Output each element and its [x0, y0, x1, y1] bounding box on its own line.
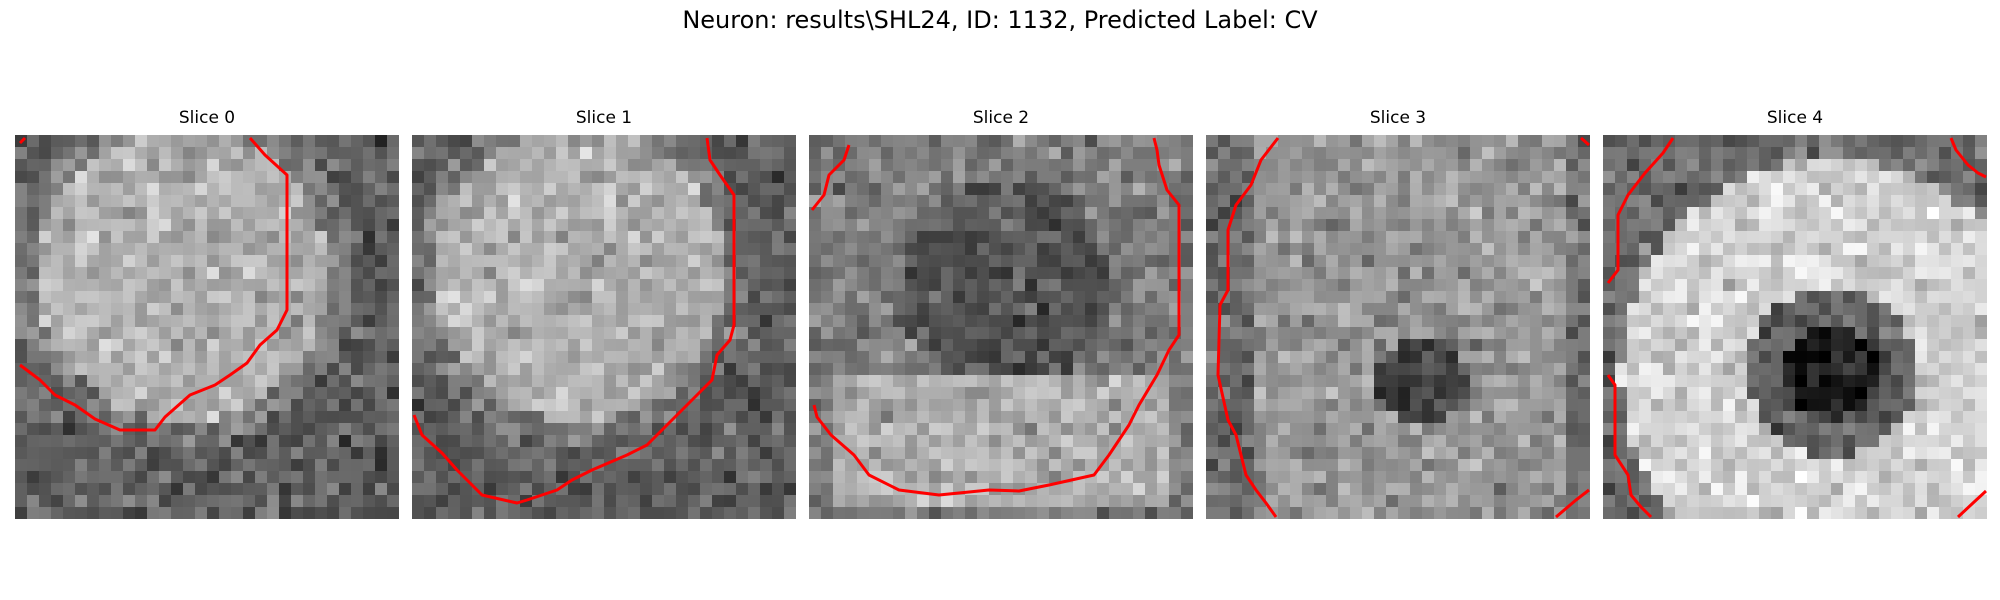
contour-line	[1580, 136, 1590, 147]
slice-title: Slice 4	[1766, 108, 1824, 128]
contour-line	[18, 136, 27, 145]
slice-image	[1206, 135, 1590, 519]
slice-image	[1603, 135, 1987, 519]
pixel-grid	[412, 135, 796, 519]
pixel-grid	[1603, 135, 1987, 519]
figure-title: Neuron: results\SHL24, ID: 1132, Predict…	[682, 6, 1318, 34]
pixel-grid	[1206, 135, 1590, 519]
slice-title: Slice 3	[1369, 108, 1427, 128]
slice-image	[412, 135, 796, 519]
slice-title: Slice 0	[178, 108, 236, 128]
contour-line	[19, 137, 289, 432]
slice-title: Slice 2	[972, 108, 1030, 128]
contour-line	[1555, 488, 1590, 519]
pixel-grid	[809, 135, 1193, 519]
pixel-grid	[15, 135, 399, 519]
contour-line	[412, 137, 736, 505]
contour-line	[1949, 137, 1987, 179]
contour-line	[1606, 137, 1675, 284]
slice-image	[809, 135, 1193, 519]
contour-line	[810, 144, 851, 211]
contour-line	[812, 137, 1181, 497]
slice-image	[15, 135, 399, 519]
slice-title: Slice 1	[575, 108, 633, 128]
contour-line	[1956, 489, 1987, 519]
contour-line	[1606, 374, 1653, 519]
contour-line	[1216, 137, 1280, 518]
